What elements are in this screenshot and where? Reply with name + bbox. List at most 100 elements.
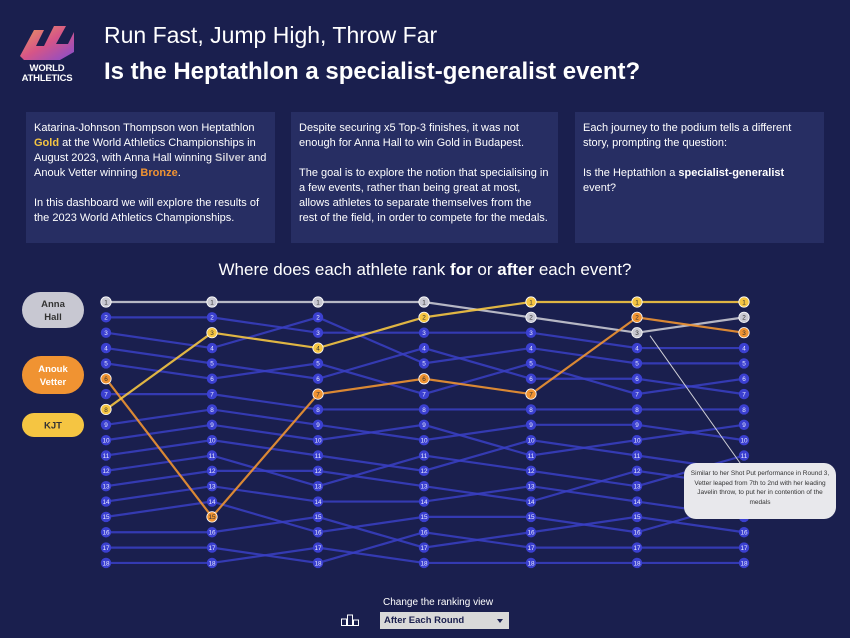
rank-marker	[738, 327, 750, 339]
rank-label: 8	[104, 407, 108, 414]
legend-pill-anna-hall	[22, 292, 84, 328]
rank-marker	[100, 465, 112, 477]
rank-label: 14	[420, 499, 428, 506]
rank-marker	[738, 296, 750, 308]
rank-marker	[100, 296, 112, 308]
rank-label: 7	[529, 391, 533, 398]
rank-label: 11	[103, 453, 110, 460]
rank-label: 4	[529, 345, 533, 352]
rank-marker	[100, 481, 112, 492]
rank-label: 12	[527, 468, 535, 475]
rank-label: 8	[316, 407, 320, 414]
rank-label: 16	[102, 530, 110, 537]
rank-marker	[738, 373, 750, 384]
rank-marker	[312, 511, 324, 523]
rank-label: 16	[633, 530, 641, 537]
rank-label: 9	[316, 422, 320, 429]
rank-label: 9	[635, 422, 639, 429]
rank-marker	[418, 434, 430, 446]
header: WORLD ATHLETICS Run Fast, Jump High, Thr…	[0, 0, 850, 100]
rank-label: 2	[529, 315, 533, 322]
rank-marker	[738, 434, 750, 446]
rank-marker	[631, 342, 643, 354]
rank-marker	[525, 404, 537, 415]
rank-label: 7	[316, 391, 320, 398]
rank-marker	[206, 404, 218, 415]
intro-card: Katarina-Johnson Thompson won Heptathlon…	[26, 112, 275, 243]
rank-label: 4	[422, 345, 426, 352]
rank-label: 13	[633, 484, 641, 491]
rank-marker	[100, 327, 112, 338]
rank-label: 15	[208, 514, 216, 521]
rank-label: 14	[633, 499, 641, 506]
rank-label: 2	[422, 315, 426, 322]
rank-label: 14	[527, 499, 535, 506]
rank-marker	[631, 557, 643, 569]
rank-label: 16	[314, 530, 322, 537]
rank-label: 18	[420, 560, 428, 567]
rank-marker	[206, 373, 218, 384]
logo-text: WORLD ATHLETICS	[21, 63, 73, 84]
rank-marker	[312, 327, 324, 338]
rank-marker	[738, 557, 750, 569]
rank-marker	[738, 419, 750, 430]
rank-label: 9	[742, 422, 746, 429]
rank-label: 16	[740, 530, 748, 537]
world-athletics-logo: WORLD ATHLETICS	[14, 22, 80, 88]
rank-label: 5	[104, 361, 108, 368]
rank-label: 14	[102, 499, 110, 506]
rank-label: 18	[633, 560, 641, 567]
rank-label: 9	[210, 422, 214, 429]
intro-card-paragraph-2: In this dashboard we will explore the re…	[34, 197, 260, 224]
rank-marker	[100, 358, 112, 369]
rank-marker	[738, 342, 750, 354]
rank-marker	[100, 434, 112, 446]
rank-label: 1	[210, 299, 214, 306]
rank-label: 7	[104, 391, 108, 398]
rank-marker	[738, 388, 750, 400]
rank-marker	[312, 388, 324, 400]
rank-marker	[631, 465, 643, 477]
rank-label: 16	[420, 530, 428, 537]
rank-label: 3	[316, 330, 320, 337]
chart-title: Where does each athlete rank for or afte…	[218, 260, 632, 279]
rank-marker	[525, 450, 537, 461]
rank-marker	[738, 450, 750, 461]
rank-label: 3	[742, 330, 746, 337]
rank-marker	[631, 527, 643, 538]
rank-label: 11	[421, 453, 428, 460]
rank-label: 6	[635, 376, 639, 383]
rank-label: 17	[314, 545, 322, 552]
annotation-tooltip: Similar to her Shot Put performance in R…	[684, 463, 836, 519]
rank-marker	[206, 327, 218, 339]
rank-label: 17	[102, 545, 110, 552]
rank-label: 18	[527, 560, 535, 567]
rank-marker	[100, 419, 112, 430]
rank-marker	[525, 373, 537, 384]
legend-label: Hall	[44, 312, 61, 323]
rank-label: 1	[635, 299, 639, 306]
question-card-paragraph-2: Is the Heptathlon a specialist-generalis…	[583, 167, 785, 194]
rank-marker	[418, 465, 430, 477]
rank-marker	[100, 511, 112, 523]
rank-label: 11	[315, 453, 322, 460]
rank-label: 17	[208, 545, 216, 552]
rank-marker	[631, 450, 643, 461]
rank-marker	[631, 496, 643, 507]
rank-label: 4	[742, 345, 746, 352]
rank-label: 16	[208, 530, 216, 537]
rank-label: 6	[529, 376, 533, 383]
rank-marker	[100, 450, 112, 461]
rank-marker	[525, 296, 537, 308]
rank-label: 6	[422, 376, 426, 383]
rank-marker	[738, 358, 750, 369]
rank-marker	[312, 296, 324, 308]
rank-marker	[631, 404, 643, 415]
ranking-view-dropdown[interactable]: After Each Round	[380, 612, 509, 629]
rank-marker	[738, 311, 750, 323]
rank-label: 10	[527, 437, 535, 444]
rank-label: 10	[314, 437, 322, 444]
rank-marker	[312, 312, 324, 323]
rank-marker	[418, 404, 430, 415]
rank-label: 1	[529, 299, 533, 306]
